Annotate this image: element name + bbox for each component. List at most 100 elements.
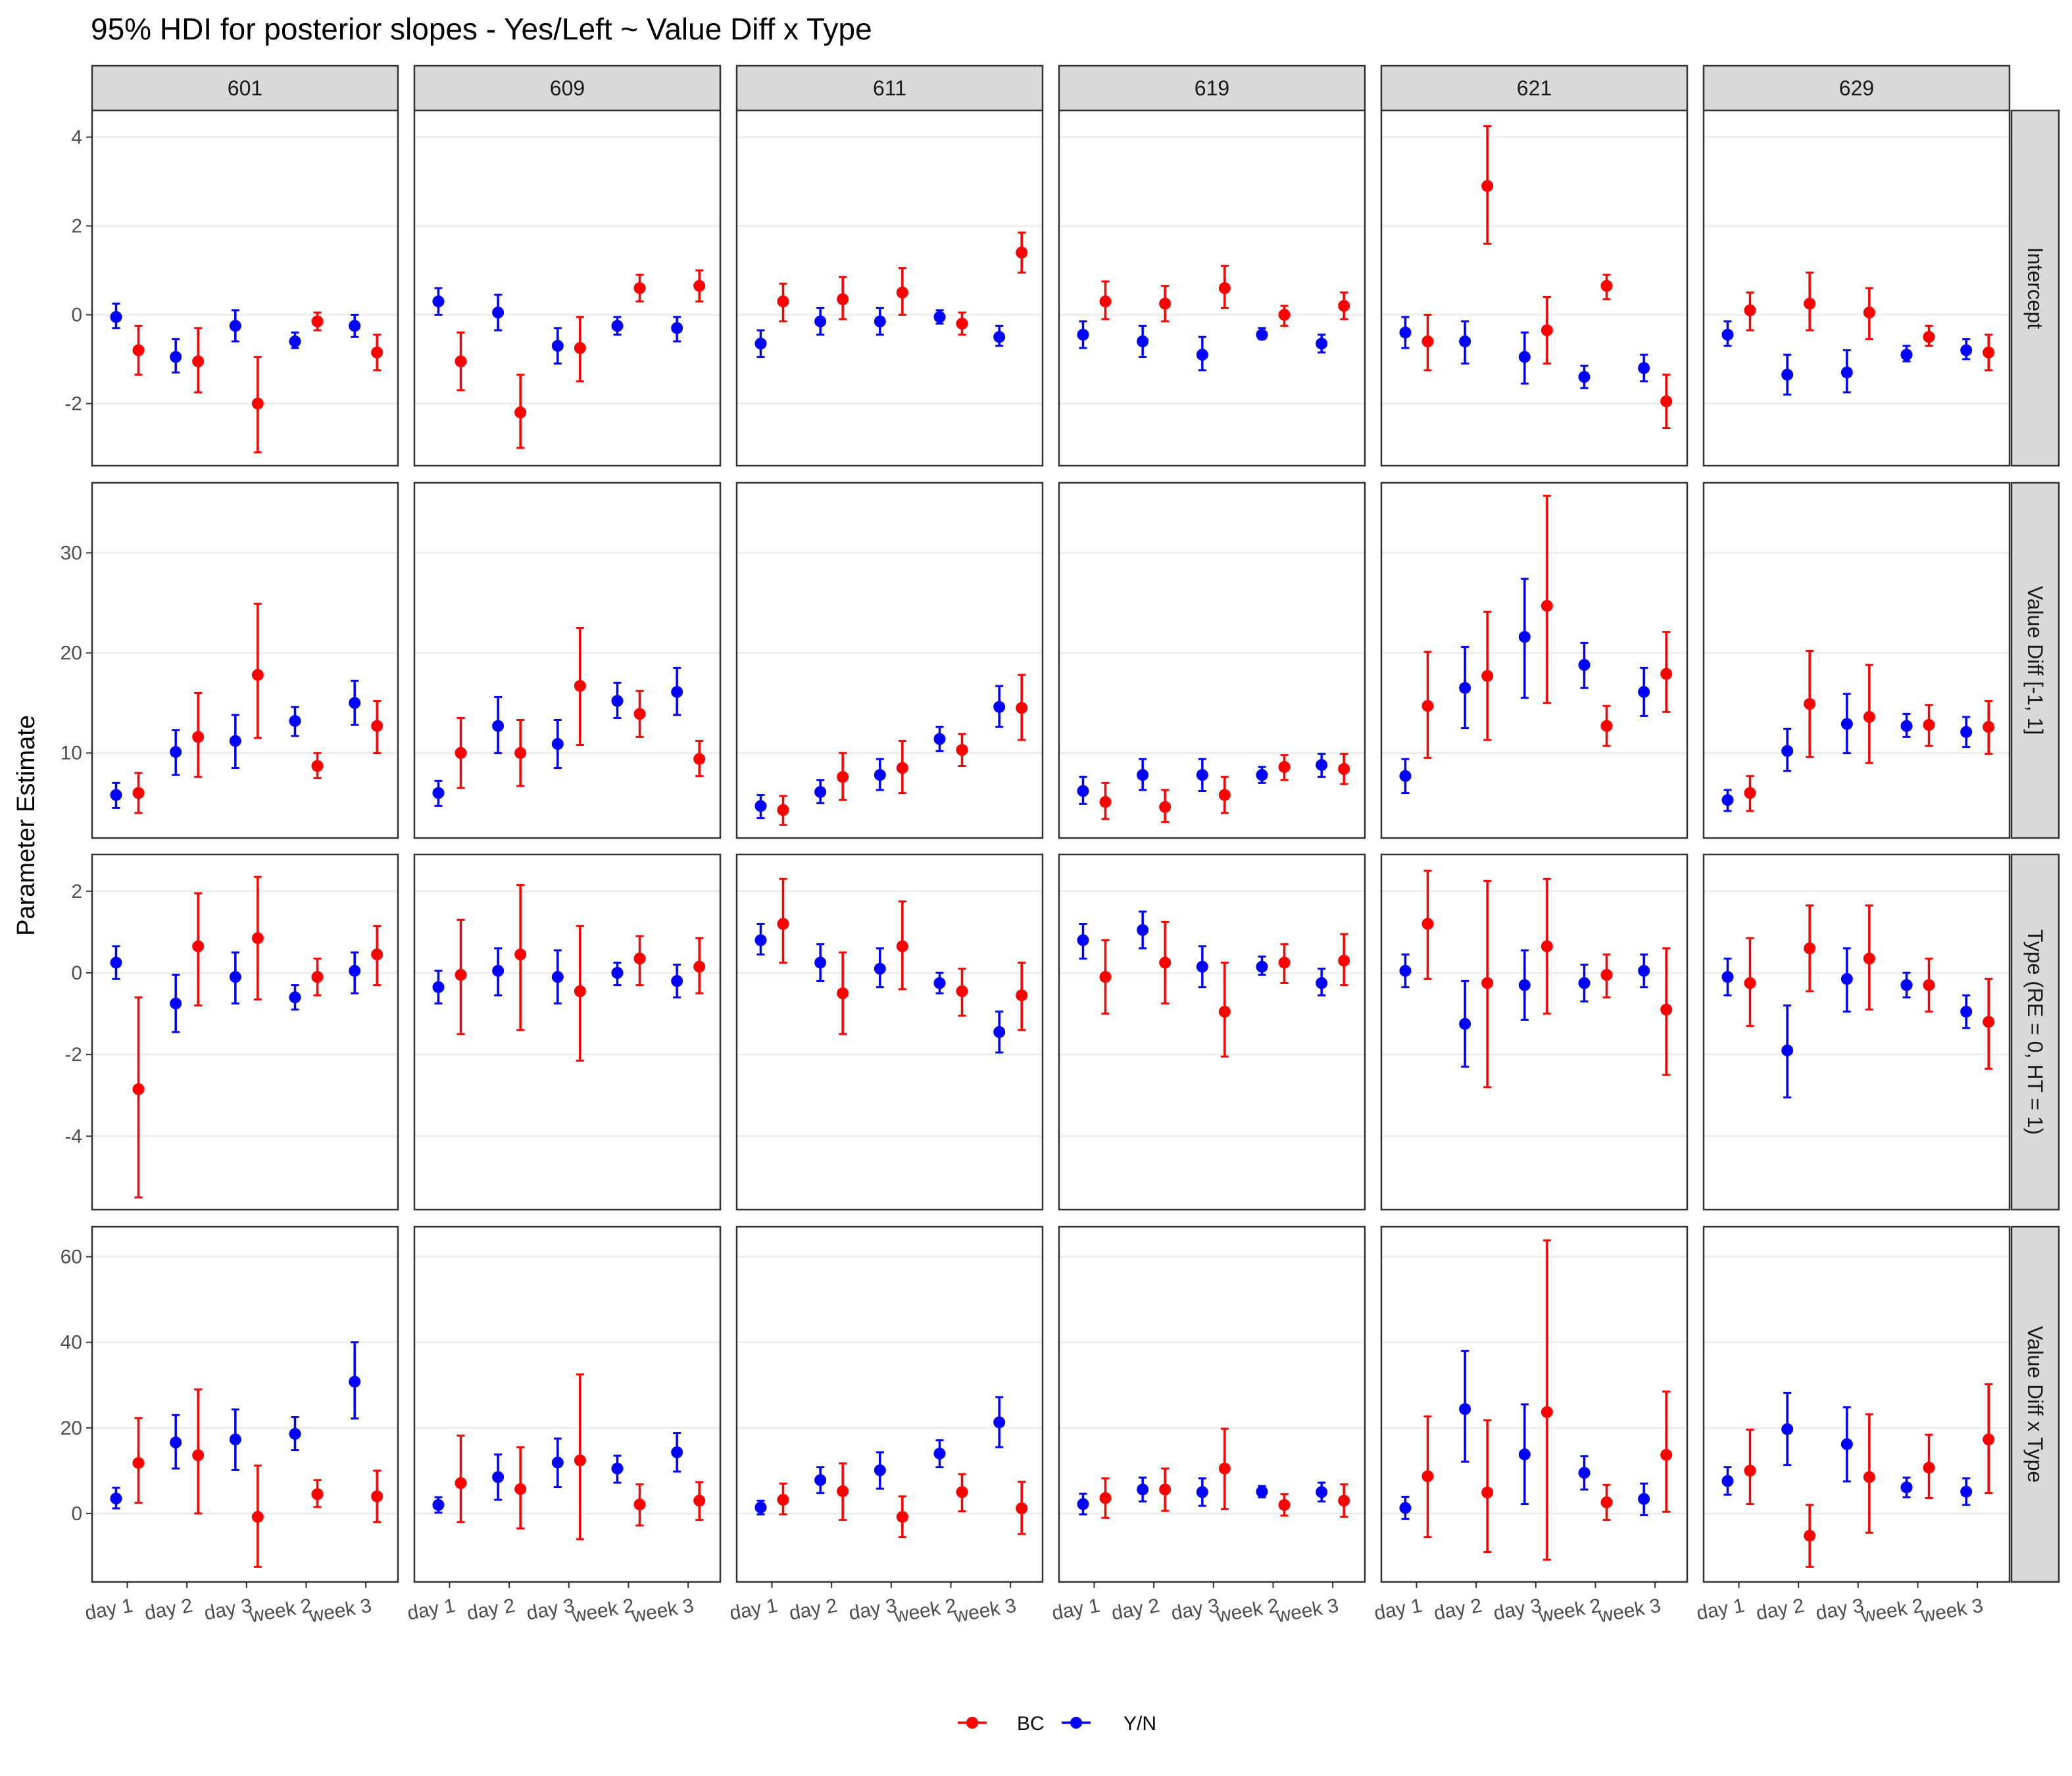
bc-point <box>455 1477 467 1489</box>
row-strip-label: Type (RE = 0, HT = 1) <box>2023 929 2047 1135</box>
panel-601-row-3 <box>91 853 399 1211</box>
y-tick-label: 20 <box>61 643 82 664</box>
panel-background <box>1381 854 1687 1210</box>
yn-point <box>1316 977 1328 989</box>
yn-point <box>492 720 505 732</box>
panel-background <box>414 483 720 838</box>
yn-point <box>933 733 946 745</box>
legend: BC Y/N <box>958 1713 1156 1735</box>
panel-629-row-3 <box>1702 853 2011 1211</box>
yn-point <box>492 964 505 977</box>
bc-point <box>633 1498 646 1511</box>
bc-point <box>311 1488 324 1500</box>
yn-point <box>289 715 301 728</box>
yn-point <box>1840 366 1853 379</box>
yn-point <box>110 1492 122 1505</box>
y-tick-label: 2 <box>71 881 82 902</box>
yn-point <box>432 981 445 993</box>
bc-point <box>192 1449 205 1462</box>
panel-621-row-3 <box>1380 853 1689 1211</box>
bc-point <box>1541 940 1553 952</box>
bc-point <box>1923 719 1935 731</box>
y-tick-label: 40 <box>61 1332 82 1354</box>
yn-point <box>1518 631 1531 643</box>
bc-point <box>1278 761 1291 773</box>
yn-point <box>1638 1492 1650 1505</box>
bc-point <box>896 286 908 299</box>
yn-point <box>1840 973 1853 985</box>
panel-background <box>737 854 1043 1210</box>
bc-point <box>1099 1492 1112 1504</box>
yn-point <box>874 769 886 781</box>
yn-point <box>1256 328 1268 341</box>
bc-point <box>1863 307 1875 319</box>
yn-point <box>1578 371 1591 383</box>
bc-point <box>1481 670 1494 682</box>
panel-619-row-4 <box>1058 1225 1366 1583</box>
bc-point <box>1541 1406 1553 1418</box>
yn-point <box>1781 368 1794 381</box>
bc-point <box>1338 954 1350 967</box>
yn-point <box>110 789 122 801</box>
legend-label-yn: Y/N <box>1123 1713 1156 1735</box>
x-tick-label: day 2 <box>143 1594 194 1624</box>
yn-point <box>993 1416 1006 1429</box>
bc-point <box>574 679 586 692</box>
bc-point <box>371 949 383 961</box>
panel-601-row-2 <box>91 481 399 839</box>
yn-point <box>1399 770 1412 782</box>
panel-background <box>1381 111 1687 466</box>
bc-point <box>1218 1005 1231 1018</box>
panel-border <box>91 1225 399 1583</box>
bc-point <box>896 762 908 774</box>
yn-point <box>1256 1485 1268 1498</box>
yn-point <box>1316 758 1328 771</box>
yn-point <box>611 967 624 979</box>
yn-point <box>492 307 505 319</box>
y-tick-label: 10 <box>61 743 82 764</box>
bc-point <box>1218 789 1231 801</box>
bc-point <box>192 355 205 368</box>
bc-point <box>1983 1016 1995 1028</box>
yn-point <box>551 971 564 983</box>
bc-point <box>1863 710 1875 723</box>
x-tick-label: week 2 <box>892 1594 958 1627</box>
facet-strip-label: 629 <box>1839 76 1874 100</box>
bc-point <box>455 747 467 759</box>
bc-point <box>1983 1433 1995 1446</box>
bc-point <box>1278 308 1291 321</box>
bc-point <box>1016 247 1028 259</box>
yn-point <box>1721 328 1734 341</box>
yn-point <box>1137 1483 1149 1496</box>
bc-point <box>371 720 383 732</box>
panel-609-row-1 <box>413 109 722 467</box>
yn-point <box>170 746 182 758</box>
panel-background <box>1381 1227 1687 1582</box>
panel-border <box>1058 109 1366 467</box>
panel-background <box>737 111 1043 466</box>
y-tick-label: -2 <box>64 393 82 415</box>
yn-point <box>1960 1005 1973 1018</box>
chart-title: 95% HDI for posterior slopes - Yes/Left … <box>91 12 872 46</box>
yn-point <box>1459 1403 1471 1416</box>
yn-point <box>1316 337 1328 350</box>
panel-621-row-2 <box>1380 481 1689 839</box>
yn-point <box>432 1498 445 1511</box>
x-tick-label: day 1 <box>728 1594 779 1624</box>
y-axis-title: Parameter Estimate <box>12 715 40 936</box>
yn-point <box>1638 964 1650 977</box>
panel-611-row-3 <box>735 853 1044 1211</box>
x-tick-label: week 3 <box>1919 1594 1985 1627</box>
panel-611-row-4 <box>735 1225 1044 1583</box>
bc-point <box>1541 324 1553 337</box>
bc-point <box>1744 304 1756 316</box>
row-strip <box>2010 109 2060 467</box>
facet-grid: 601 609 611 619 621 629 Intercept -2 0 2 4 Value Di… <box>61 64 2060 1627</box>
x-tick-label: day 2 <box>1432 1594 1483 1624</box>
bc-point <box>1660 1448 1673 1461</box>
bc-point <box>693 1494 706 1507</box>
yn-point <box>1518 351 1531 363</box>
x-tick-label: day 1 <box>1373 1594 1424 1624</box>
row-strip <box>2010 1225 2060 1583</box>
